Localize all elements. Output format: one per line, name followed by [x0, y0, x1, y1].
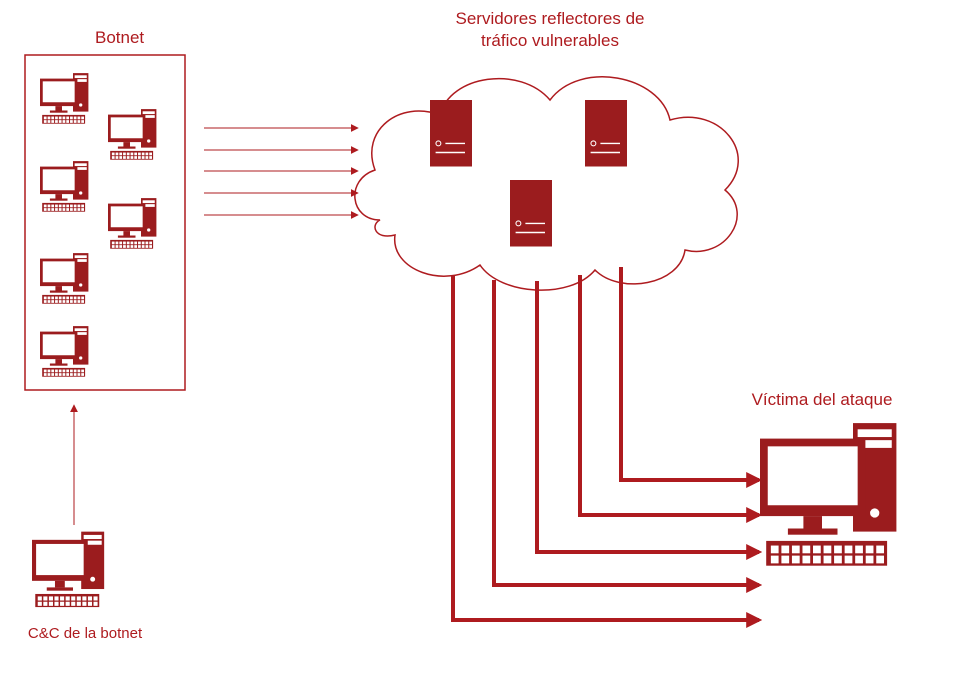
computer-icon [108, 198, 156, 249]
botnet-label: Botnet [95, 28, 144, 48]
cloud-to-victim-arrow [494, 280, 759, 585]
server-icon [585, 100, 627, 167]
cloud-to-victim-arrow [537, 281, 759, 552]
cnc-label: C&C de la botnet [10, 625, 160, 642]
computer-icon [108, 109, 156, 160]
reflectors-line1: Servidores reflectores de [456, 9, 645, 28]
computer-icon [40, 326, 88, 377]
computer-icon [40, 161, 88, 212]
victim-label: Víctima del ataque [722, 390, 922, 410]
computer-icon [40, 253, 88, 304]
computer-icon [32, 532, 104, 607]
reflectors-label: Servidores reflectores de tráfico vulner… [390, 8, 710, 52]
cloud-to-victim-arrow [621, 267, 759, 480]
computer-icon [40, 73, 88, 124]
reflectors-line2: tráfico vulnerables [481, 31, 619, 50]
cloud-to-victim-arrow [453, 275, 759, 620]
server-icon [510, 180, 552, 247]
computer-icon [760, 423, 896, 566]
server-icon [430, 100, 472, 167]
